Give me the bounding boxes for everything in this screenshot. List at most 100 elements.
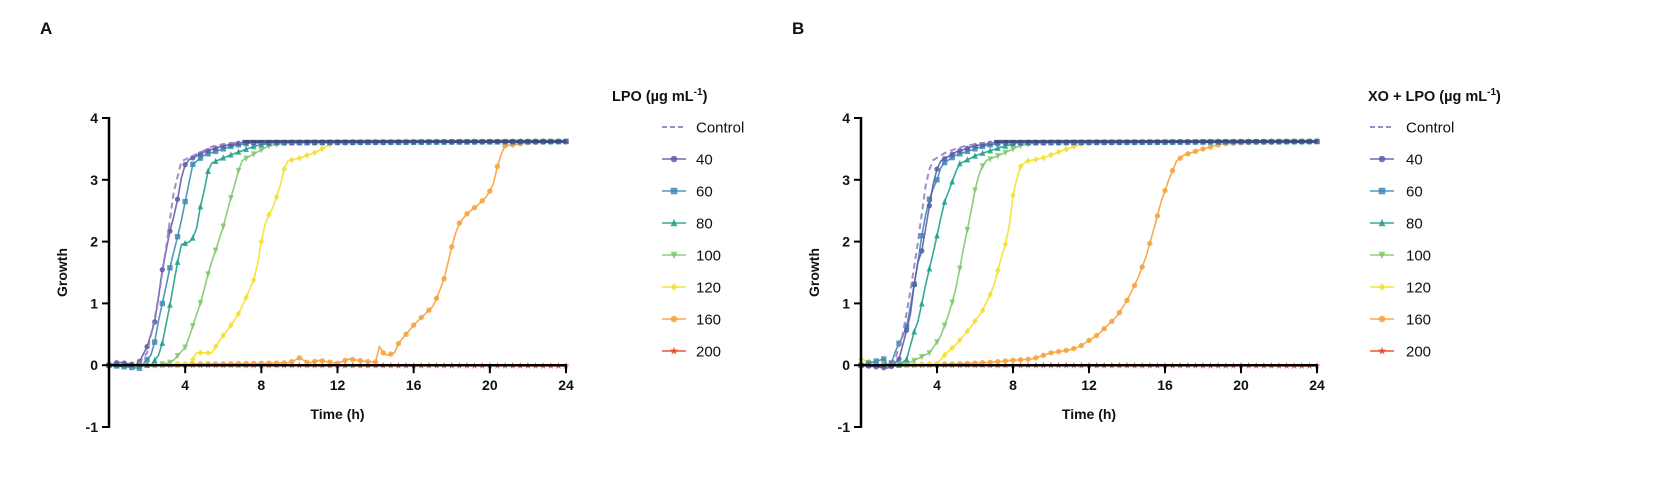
y-tick-label: 1 [842,295,850,311]
x-tick-label: 20 [482,377,498,393]
legend-marker [1378,187,1386,195]
legend-item-100: 100 [1370,248,1431,265]
legend-item-control: Control [1370,120,1454,137]
data-point [220,154,227,161]
data-point [956,265,963,273]
data-point [918,300,925,307]
legend-label: 120 [696,280,721,297]
legend-label: 40 [1406,152,1423,169]
series-120 [106,138,569,369]
data-point [418,314,424,321]
data-point [1177,155,1183,161]
data-point [243,155,249,162]
legend-label: 40 [696,152,713,169]
legend-item-80: 80 [1370,216,1423,233]
data-point [1131,282,1138,289]
legend-label: 160 [696,312,721,329]
data-point [911,328,918,335]
data-point [994,153,1001,160]
data-point [957,336,963,344]
y-axis-label: Growth [806,248,822,297]
legend-label: 100 [1406,248,1431,265]
x-axis-label: Time (h) [1062,406,1116,422]
legend-title: LPO (µg mL-1) [612,87,708,105]
legend-label: 120 [1406,280,1431,297]
data-point [979,149,986,156]
series-120 [858,138,1320,369]
x-tick-label: 4 [933,377,941,393]
data-point [949,151,955,157]
y-tick-label: 3 [90,172,98,188]
data-point [357,357,364,364]
series-line [861,140,1317,367]
data-point [1185,151,1191,157]
data-point [1017,357,1024,363]
data-point [167,359,173,367]
data-point [235,167,242,175]
y-tick-label: 4 [90,110,98,126]
legend-label: 160 [1406,312,1431,329]
data-point [403,331,409,337]
series-line [860,140,1317,367]
data-point [1116,309,1123,316]
data-point [174,233,181,240]
data-point [1048,350,1054,356]
data-point [189,234,196,241]
data-point [964,327,971,335]
data-point [903,355,910,363]
series-line [861,140,1317,367]
data-point [995,359,1001,365]
data-point [433,295,440,301]
series-160 [858,138,1320,368]
data-point [235,148,242,155]
data-point [212,145,219,151]
data-point [1055,348,1062,355]
legend-title-superscript: -1 [1487,87,1496,98]
series-line [861,140,1317,367]
data-point [1071,143,1077,150]
series-80 [858,137,1320,368]
data-point [926,350,933,357]
legend-title-main: XO + LPO (µg mL [1368,89,1487,105]
plot-area [857,137,1321,371]
series-100 [106,138,569,369]
data-point [456,220,463,226]
legend-marker [669,346,679,355]
data-point [972,187,978,194]
data-point [911,357,918,365]
data-point [189,323,196,330]
series-80 [106,137,569,368]
data-point [1093,332,1100,339]
legend: LPO (µg mL-1) Control 40 60 80 100 120 160 200 [612,87,744,361]
legend-item-200: 200 [662,344,721,361]
data-point [144,356,150,363]
series-line [860,140,1317,369]
y-tick-label: -1 [838,419,851,435]
legend-marker [1378,251,1386,260]
data-point [1200,146,1206,152]
data-point [159,339,166,346]
data-point [174,258,181,265]
data-point [1033,355,1039,361]
data-point [956,160,963,167]
data-point [167,228,173,234]
data-point [972,152,978,159]
legend-item-120: 120 [1370,280,1431,297]
panel-label: A [40,19,52,38]
data-point [167,265,173,271]
data-point [949,178,956,185]
legend-title-main: LPO (µg mL [612,89,694,105]
series-60 [858,138,1320,368]
series-100 [858,138,1320,369]
panel-label: B [792,19,804,38]
data-point [1040,352,1047,359]
data-point [182,239,189,247]
legend-marker [1378,315,1386,323]
data-point [1101,326,1107,332]
data-point [243,145,249,152]
legend-item-160: 160 [662,312,721,329]
data-point [1002,358,1009,364]
data-point [1048,151,1054,159]
data-point [1010,191,1016,199]
